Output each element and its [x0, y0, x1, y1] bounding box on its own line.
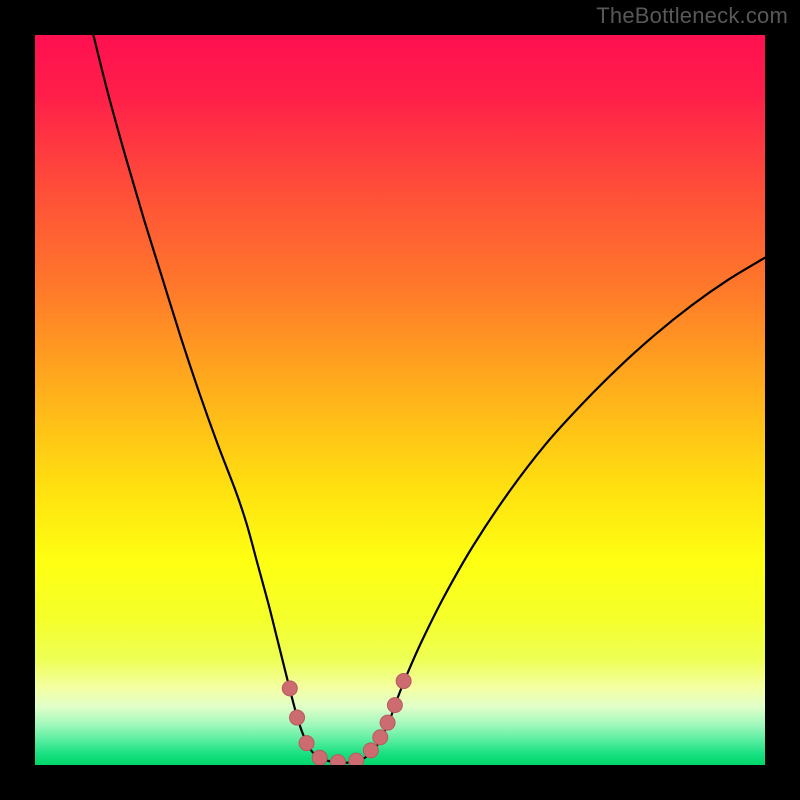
marker-dot [290, 710, 305, 725]
marker-dot [282, 681, 297, 696]
marker-dot [387, 698, 402, 713]
marker-dot [363, 743, 378, 758]
watermark-text: TheBottleneck.com [596, 3, 788, 29]
marker-dot [312, 750, 327, 765]
chart-gradient-bg [35, 35, 765, 765]
marker-dot [373, 730, 388, 745]
bottleneck-chart [0, 0, 800, 800]
marker-dot [396, 674, 411, 689]
marker-dot [299, 736, 314, 751]
marker-dot [380, 715, 395, 730]
